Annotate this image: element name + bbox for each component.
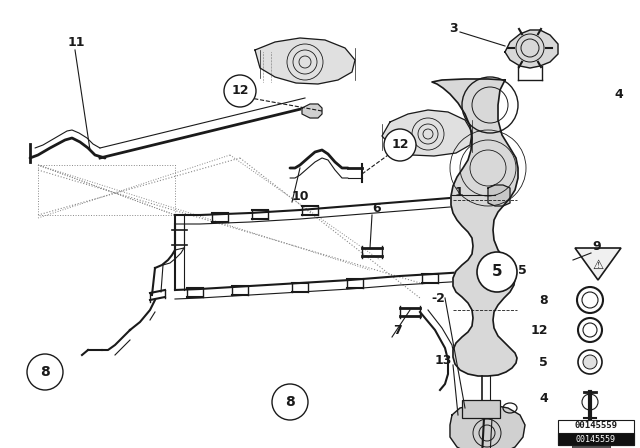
- Text: 8: 8: [285, 395, 295, 409]
- Polygon shape: [450, 405, 525, 448]
- Circle shape: [477, 252, 517, 292]
- Bar: [570, 428, 612, 442]
- Text: 12: 12: [231, 85, 249, 98]
- Text: 4: 4: [540, 392, 548, 405]
- Text: 7: 7: [393, 323, 402, 336]
- Text: 1: 1: [455, 186, 464, 199]
- Bar: [462, 400, 500, 418]
- Circle shape: [384, 129, 416, 161]
- Text: 13: 13: [435, 353, 452, 366]
- Circle shape: [272, 384, 308, 420]
- Text: 9: 9: [592, 240, 600, 253]
- Text: -2: -2: [431, 292, 445, 305]
- Polygon shape: [302, 104, 322, 118]
- Polygon shape: [575, 248, 621, 280]
- Text: 8: 8: [40, 365, 50, 379]
- Circle shape: [583, 355, 597, 369]
- Text: 6: 6: [372, 202, 381, 215]
- Polygon shape: [255, 38, 355, 84]
- Polygon shape: [488, 185, 510, 206]
- Text: 11: 11: [68, 35, 86, 48]
- Text: 5: 5: [540, 356, 548, 369]
- Text: 00145559: 00145559: [576, 435, 616, 444]
- Text: 3: 3: [449, 22, 458, 34]
- Polygon shape: [505, 30, 558, 68]
- Text: 10: 10: [292, 190, 310, 202]
- Circle shape: [224, 75, 256, 107]
- Text: ⚠: ⚠: [593, 258, 604, 271]
- Text: 00145559: 00145559: [575, 421, 618, 430]
- Text: 5: 5: [492, 264, 502, 280]
- Text: 12: 12: [531, 323, 548, 336]
- Polygon shape: [382, 110, 472, 156]
- Circle shape: [27, 354, 63, 390]
- Bar: [572, 442, 610, 448]
- Bar: [558, 420, 634, 445]
- Text: 4: 4: [614, 87, 623, 100]
- Text: 12: 12: [391, 138, 409, 151]
- Text: 5: 5: [518, 263, 527, 276]
- Text: 8: 8: [540, 293, 548, 306]
- Bar: [558, 433, 634, 445]
- Polygon shape: [432, 79, 518, 376]
